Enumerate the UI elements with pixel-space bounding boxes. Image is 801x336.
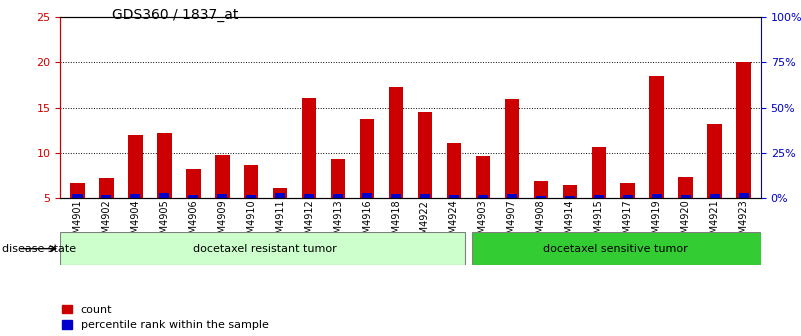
Bar <box>391 194 401 198</box>
Bar <box>60 232 465 265</box>
Bar <box>473 232 761 265</box>
Text: docetaxel resistant tumor: docetaxel resistant tumor <box>192 244 336 254</box>
Bar <box>418 112 433 198</box>
Bar <box>333 194 343 198</box>
Bar <box>273 188 288 198</box>
Bar <box>157 133 171 198</box>
Bar <box>70 183 85 198</box>
Bar <box>360 119 374 198</box>
Bar <box>650 76 664 198</box>
Bar <box>594 195 604 198</box>
Bar <box>388 87 403 198</box>
Bar <box>476 156 490 198</box>
Bar <box>128 135 143 198</box>
Bar <box>449 195 459 198</box>
Bar <box>131 194 140 198</box>
Bar <box>505 99 519 198</box>
Bar <box>186 169 200 198</box>
Bar <box>707 124 722 198</box>
Bar <box>507 194 517 198</box>
Bar <box>447 143 461 198</box>
Bar <box>565 196 575 198</box>
Bar <box>420 194 430 198</box>
Bar <box>362 193 372 198</box>
Bar <box>622 195 633 198</box>
Bar <box>246 195 256 198</box>
Bar <box>275 193 285 198</box>
Bar <box>533 181 548 198</box>
Bar <box>621 183 635 198</box>
Bar <box>681 195 690 198</box>
Legend: count, percentile rank within the sample: count, percentile rank within the sample <box>62 305 268 330</box>
Bar <box>102 195 111 198</box>
Bar <box>652 194 662 198</box>
Bar <box>304 194 314 198</box>
Bar <box>302 98 316 198</box>
Bar <box>99 178 114 198</box>
Bar <box>244 165 259 198</box>
Bar <box>710 194 719 198</box>
Bar <box>72 194 83 198</box>
Bar <box>188 195 199 198</box>
Bar <box>331 159 345 198</box>
Bar <box>562 185 577 198</box>
Text: GDS360 / 1837_at: GDS360 / 1837_at <box>112 8 239 23</box>
Bar <box>478 195 488 198</box>
Bar <box>591 146 606 198</box>
Bar <box>536 196 546 198</box>
Bar <box>678 177 693 198</box>
Bar <box>739 193 749 198</box>
Text: docetaxel sensitive tumor: docetaxel sensitive tumor <box>542 244 687 254</box>
Bar <box>217 194 227 198</box>
Text: disease state: disease state <box>2 244 77 254</box>
Bar <box>736 62 751 198</box>
Bar <box>215 155 230 198</box>
Bar <box>159 193 169 198</box>
